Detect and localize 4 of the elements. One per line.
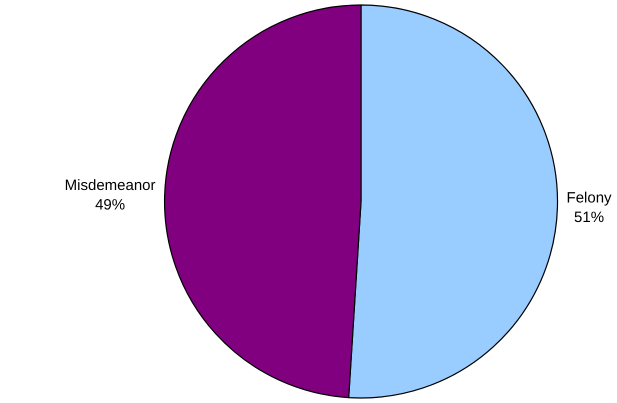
data-label: 51% bbox=[574, 208, 604, 226]
slice-label: Misdemeanor bbox=[64, 177, 156, 194]
slice-label: Felony bbox=[566, 189, 612, 206]
data-label: 49% bbox=[95, 196, 126, 214]
